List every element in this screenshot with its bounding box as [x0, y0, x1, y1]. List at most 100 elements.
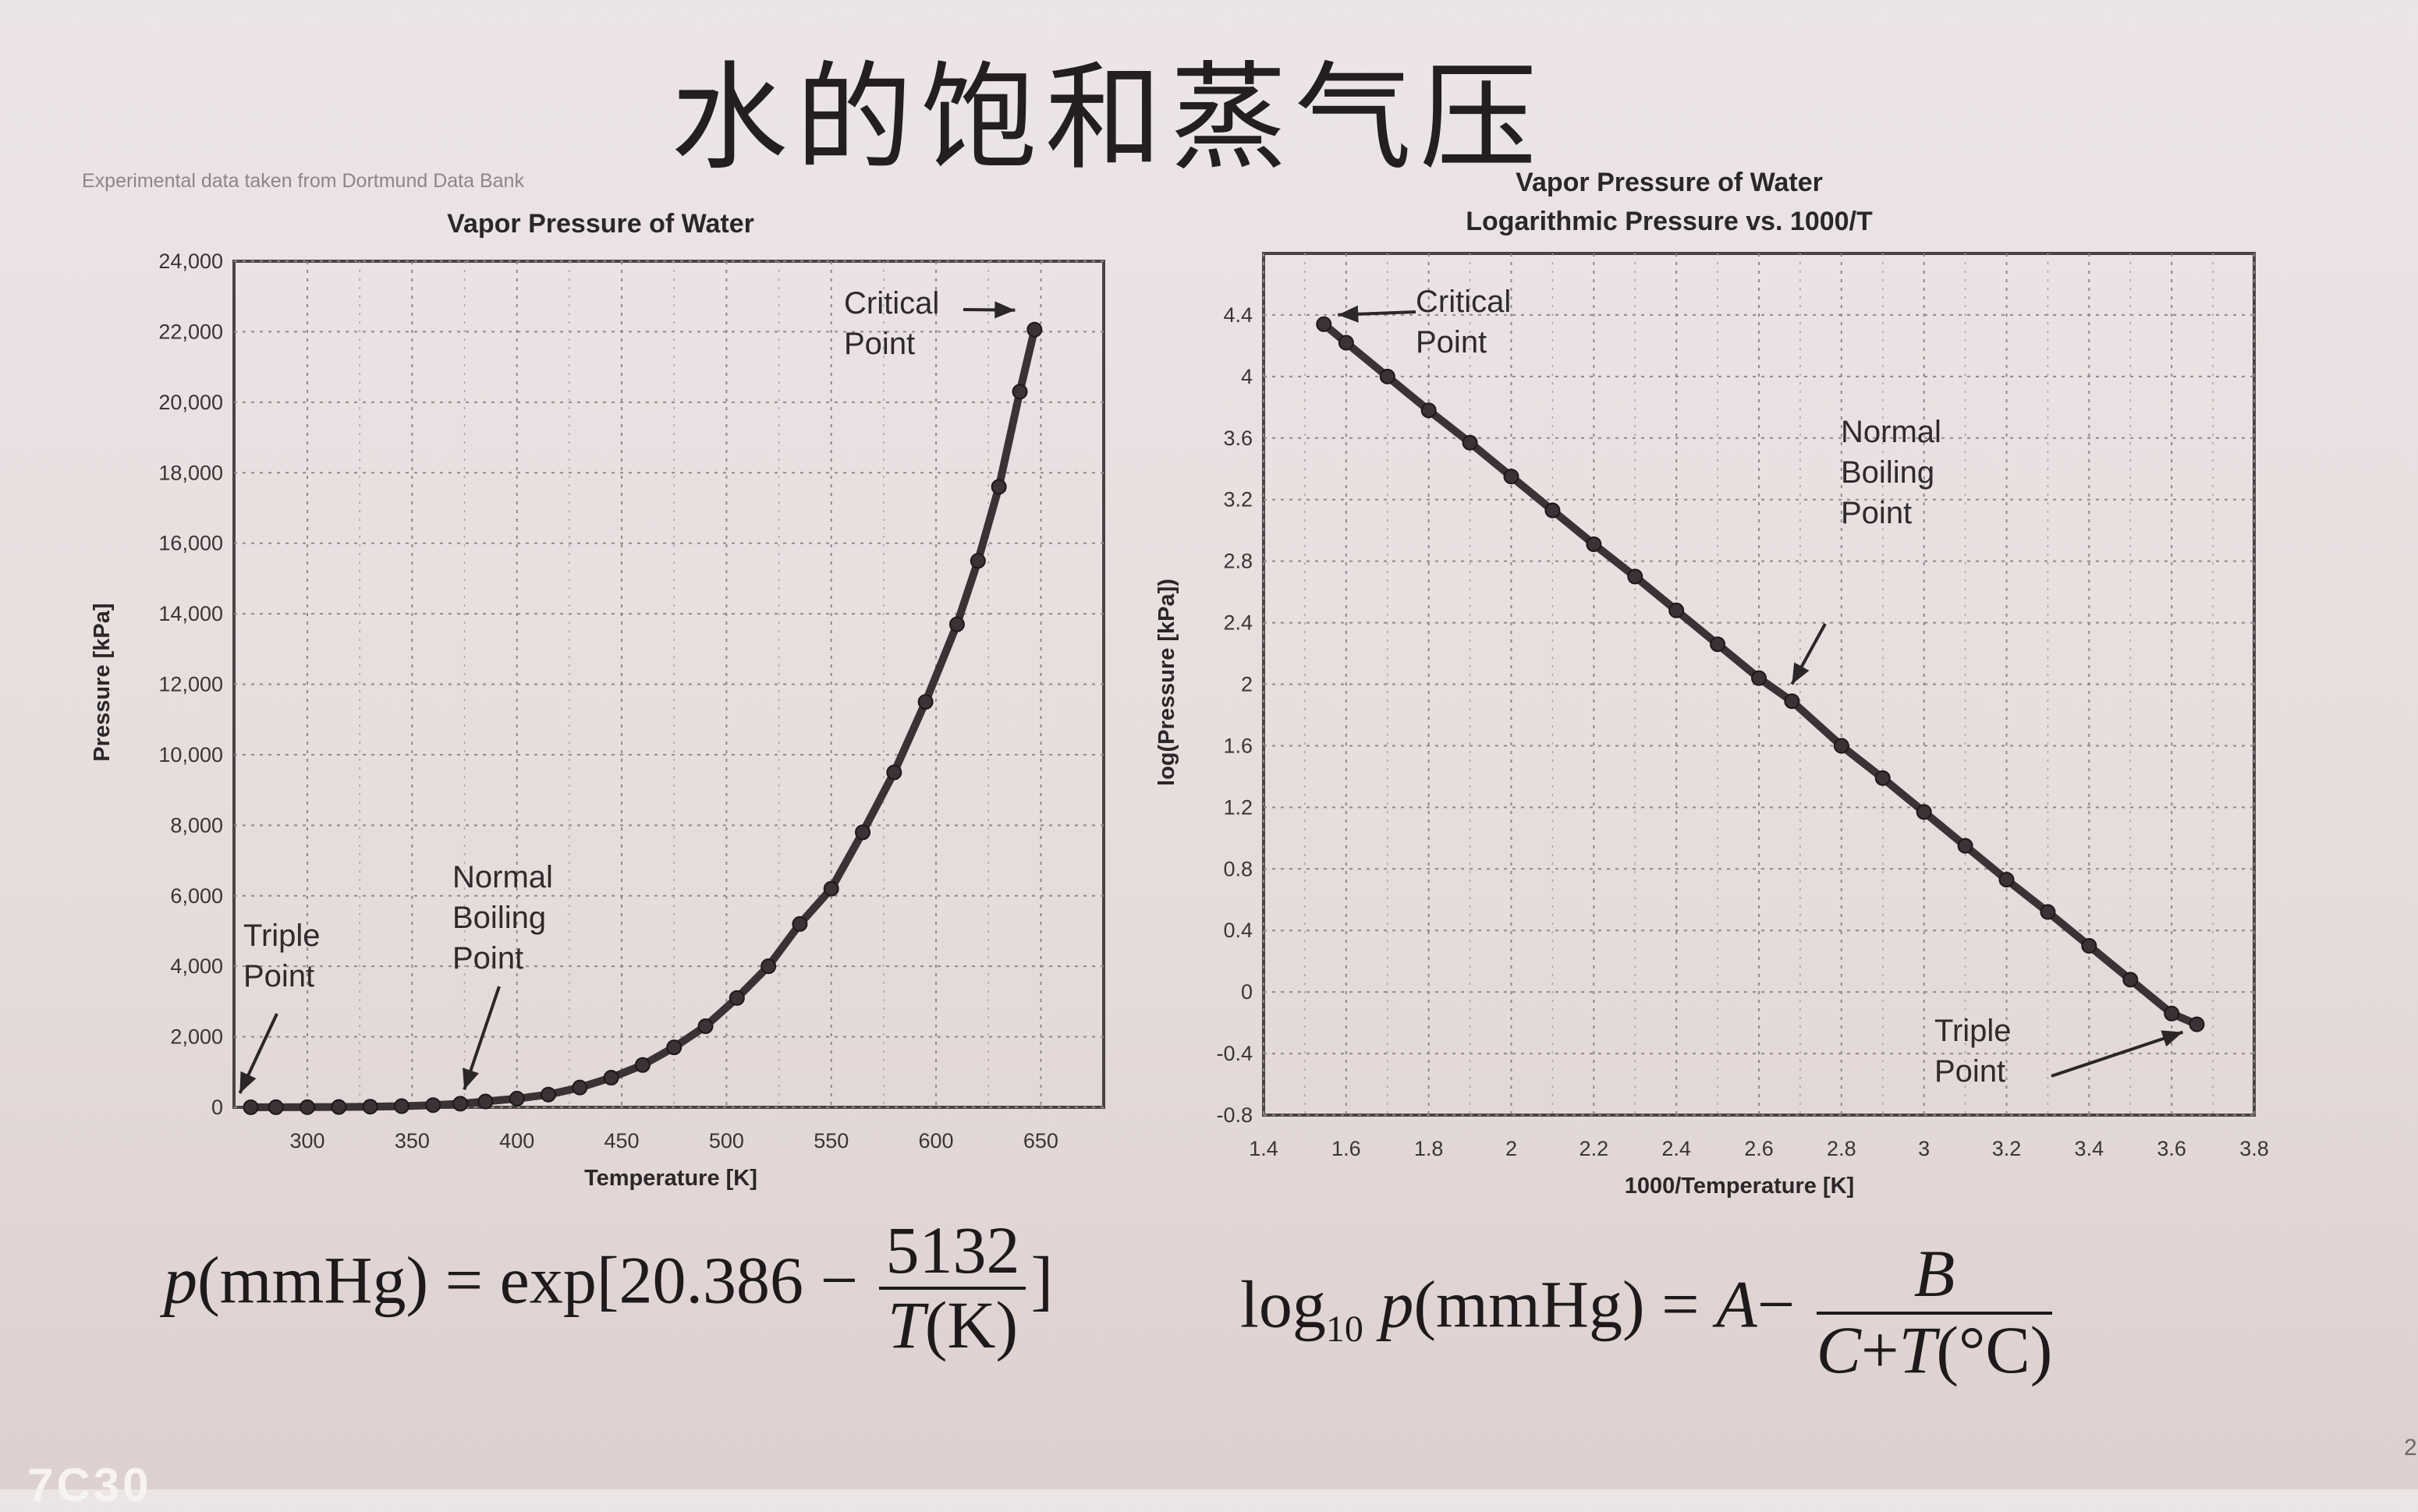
x-tick-label: 1.8: [1414, 1137, 1444, 1160]
x-tick-label: 2.4: [1661, 1137, 1691, 1160]
formula-left-den-unit: (K): [924, 1287, 1019, 1362]
data-point: [2164, 1005, 2180, 1022]
annotation-text: Normal: [1841, 415, 1941, 449]
annotations-right: Critical Point Normal Boiling Point Triple Poi…: [1338, 285, 2184, 1089]
data-point: [1026, 321, 1043, 338]
x-tick-label: 450: [604, 1129, 640, 1153]
annotation-arrowhead: [2161, 1030, 2183, 1047]
data-point: [855, 824, 871, 841]
x-tick-label: 550: [814, 1129, 849, 1153]
formula-right-log-base: 10: [1325, 1308, 1363, 1350]
grid-left: [234, 260, 1104, 1108]
data-point: [268, 1099, 284, 1115]
x-tick-label: 2: [1505, 1137, 1517, 1160]
y-tick-label: 2.4: [1223, 611, 1253, 635]
annotation-text: Point: [452, 941, 523, 976]
y-tick-label: 24,000: [158, 250, 223, 273]
data-point: [1462, 434, 1478, 451]
data-point: [1012, 384, 1028, 400]
formula-left-fraction: 5132 T(K): [879, 1216, 1026, 1358]
y-tick-label: 0.8: [1223, 857, 1253, 880]
slide-title: 水的饱和蒸气压: [671, 51, 1545, 186]
data-point: [2122, 972, 2139, 988]
data-point: [572, 1079, 588, 1096]
formula-left-close: ]: [1030, 1242, 1054, 1318]
formula-right-den-C: C: [1816, 1312, 1862, 1387]
annotation-text: Point: [1934, 1054, 2005, 1089]
x-tick-labels-left: 300 350 400 450 500 550 600 650: [290, 1129, 1058, 1153]
data-point: [2040, 904, 2056, 920]
formula-right-numerator: B: [1816, 1240, 2053, 1315]
annotation-text: Boiling: [452, 901, 546, 935]
data-point: [917, 694, 934, 710]
formula-right-unit: (mmHg) =: [1413, 1266, 1700, 1342]
formula-right-minus: −: [1757, 1266, 1796, 1342]
x-tick-labels-right: 1.4 1.6 1.8 2 2.2 2.4 2.6 2.8 3 3.2 3.4 3.6 3.8: [1249, 1137, 2269, 1160]
data-point: [1544, 502, 1561, 519]
data-point: [1916, 804, 1932, 820]
data-point: [1316, 316, 1332, 332]
data-point: [760, 958, 777, 975]
annotation-text: Point: [1841, 496, 1912, 530]
data-point: [331, 1099, 347, 1115]
data-point: [666, 1039, 682, 1056]
annotation-text: Critical: [1416, 285, 1511, 319]
x-tick-label: 1.4: [1249, 1137, 1278, 1160]
data-point: [425, 1097, 441, 1114]
formula-right-den-T: T: [1899, 1312, 1937, 1387]
x-tick-label: 3.6: [2157, 1137, 2186, 1160]
data-point: [1668, 602, 1685, 618]
chart-left-linear: Vapor Pressure of Water 0 2,000 4,000 6,000…: [90, 209, 1105, 1191]
chart-right-log: Vapor Pressure of Water Logarithmic Pres…: [1154, 168, 2269, 1199]
formula-right: log10 p(mmHg) = A− B C+T(°C): [1240, 1240, 2057, 1383]
y-axis-label-left: Pressure [kPa]: [90, 603, 115, 761]
data-point: [2081, 937, 2097, 954]
y-tick-label: -0.4: [1216, 1042, 1253, 1065]
data-point: [509, 1090, 525, 1107]
data-point: [970, 553, 986, 569]
y-tick-label: 2,000: [170, 1025, 223, 1049]
x-tick-label: 350: [395, 1129, 430, 1153]
grid-right: [1263, 253, 2255, 1116]
y-tick-labels-right: -0.8 -0.4 0 0.4 0.8 1.2 1.6 2 2.4 2.8 3.2 3.6 4 4.4: [1216, 303, 1253, 1127]
data-point: [541, 1086, 557, 1103]
formula-right-A: A: [1716, 1266, 1757, 1342]
data-point: [948, 616, 965, 632]
annotation-arrowhead: [994, 301, 1016, 319]
x-tick-label: 3: [1918, 1137, 1930, 1160]
data-point: [1957, 837, 1973, 854]
y-axis-label-right: log(Pressure [kPa]): [1154, 579, 1179, 786]
data-series-right: [1316, 316, 2205, 1032]
data-point: [729, 990, 745, 1006]
x-tick-label: 400: [499, 1129, 534, 1153]
formula-right-den-plus: +: [1861, 1312, 1899, 1387]
formula-right-log: log: [1240, 1266, 1326, 1342]
x-tick-label: 600: [919, 1129, 954, 1153]
annotation-text: Point: [243, 959, 314, 993]
y-tick-label: 2: [1241, 673, 1253, 696]
data-point: [1833, 738, 1849, 754]
y-tick-label: 0.4: [1223, 919, 1253, 942]
annotation-arrowhead: [1792, 662, 1810, 685]
formula-left-den-var: T: [887, 1287, 925, 1362]
data-point: [1627, 568, 1643, 585]
x-axis-label-left: Temperature [K]: [584, 1166, 757, 1191]
data-point: [393, 1098, 410, 1114]
y-tick-label: 3.6: [1223, 427, 1253, 450]
annotation-arrowhead: [239, 1071, 257, 1093]
formula-left-var: p: [164, 1242, 197, 1318]
y-tick-label: 16,000: [158, 532, 223, 555]
y-tick-label: 1.6: [1223, 734, 1253, 757]
annotation-text: Critical: [844, 286, 939, 320]
x-tick-label: 3.4: [2075, 1137, 2104, 1160]
data-point: [362, 1099, 378, 1115]
data-point: [823, 880, 839, 897]
formula-right-den-unit: (°C): [1936, 1312, 2053, 1387]
data-series-left: [243, 321, 1043, 1115]
chart-right-subtitle: Logarithmic Pressure vs. 1000/T: [1466, 207, 1873, 236]
data-point: [634, 1057, 651, 1073]
formula-right-denominator: C+T(°C): [1817, 1315, 2053, 1383]
annotation-text: Triple: [1934, 1014, 2012, 1048]
y-tick-label: 3.2: [1223, 488, 1253, 512]
y-tick-label: 14,000: [158, 602, 223, 625]
